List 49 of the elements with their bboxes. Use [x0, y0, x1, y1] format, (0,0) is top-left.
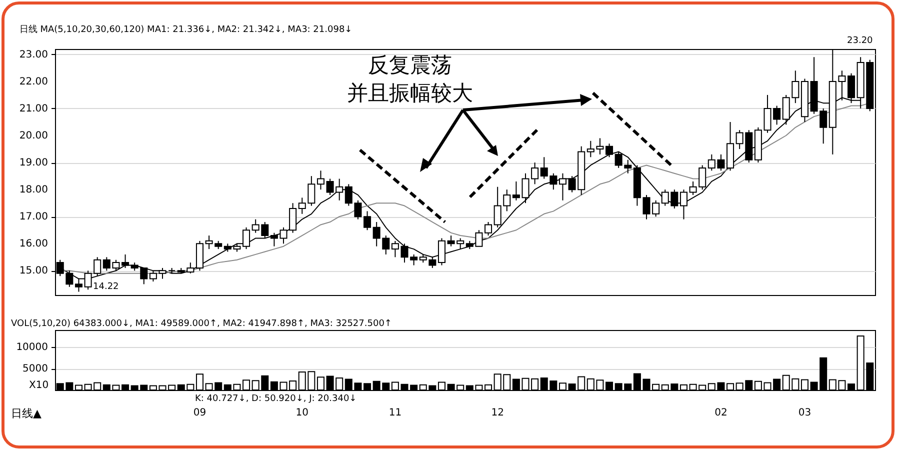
annotation: 14.22 [93, 282, 119, 292]
y-tick-label: 5000 [22, 364, 48, 375]
x-tick-label: 12 [491, 408, 504, 418]
x-tick-label: 02 [714, 408, 728, 418]
bar [484, 384, 492, 390]
y-tick-label: 22.00 [19, 76, 48, 88]
x-tick-label: 11 [388, 408, 402, 418]
text: K: 40.727↓, D: 50.920↓, J: 20.340↓ [195, 394, 357, 404]
bar [726, 383, 734, 390]
bar [364, 383, 372, 390]
bar [606, 382, 614, 390]
y-tick-label: 17.00 [19, 212, 48, 223]
candlestick [606, 143, 614, 158]
chart-title: 日线 MA(5,10,20,30,60,120) MA1: 21.336↓, MA2: 21.342↓, MA3: 21.098↓ [19, 24, 352, 35]
text: 23.20 [847, 36, 874, 46]
text: 日线▲ [11, 407, 42, 420]
bar [74, 384, 82, 390]
candlestick [484, 222, 492, 236]
y-tick-label: 15.00 [19, 266, 48, 277]
candlestick [438, 238, 446, 266]
candlestick [680, 189, 688, 220]
y-tick-label: 16.00 [19, 238, 48, 250]
bar [122, 384, 130, 390]
candlestick [558, 172, 566, 201]
bar [316, 376, 324, 390]
candlestick [364, 210, 372, 231]
bar [558, 382, 566, 390]
candlestick [316, 170, 324, 190]
bar [196, 374, 204, 390]
bar [848, 384, 856, 390]
y-tick-label: 21.00 [19, 103, 48, 114]
x-tick-label: 03 [798, 408, 812, 418]
y-tick-label: 20.00 [19, 130, 48, 142]
x-tick-label: 09 [193, 408, 206, 418]
y-tick-label: 10000 [16, 342, 48, 354]
y-tick-label: 19.00 [19, 158, 48, 169]
bar [242, 380, 250, 390]
y-tick-label: 23.00 [19, 49, 48, 60]
candlestick [122, 254, 130, 268]
x-tick-label: 10 [296, 408, 308, 418]
annotation: 反复震荡 [368, 53, 452, 77]
y-tick-label: 18.00 [19, 184, 48, 196]
candlestick [242, 226, 250, 250]
chart-title: VOL(5,10,20) 64383.000↓, MA1: 49589.000↑, MA2: 41947.898↑, MA3: 32527.500↑ [11, 319, 392, 329]
bar [680, 384, 688, 390]
bar [438, 382, 446, 390]
bar [800, 379, 808, 390]
annotation: 并且振幅较大 [347, 81, 473, 105]
text: X10 [29, 380, 49, 391]
